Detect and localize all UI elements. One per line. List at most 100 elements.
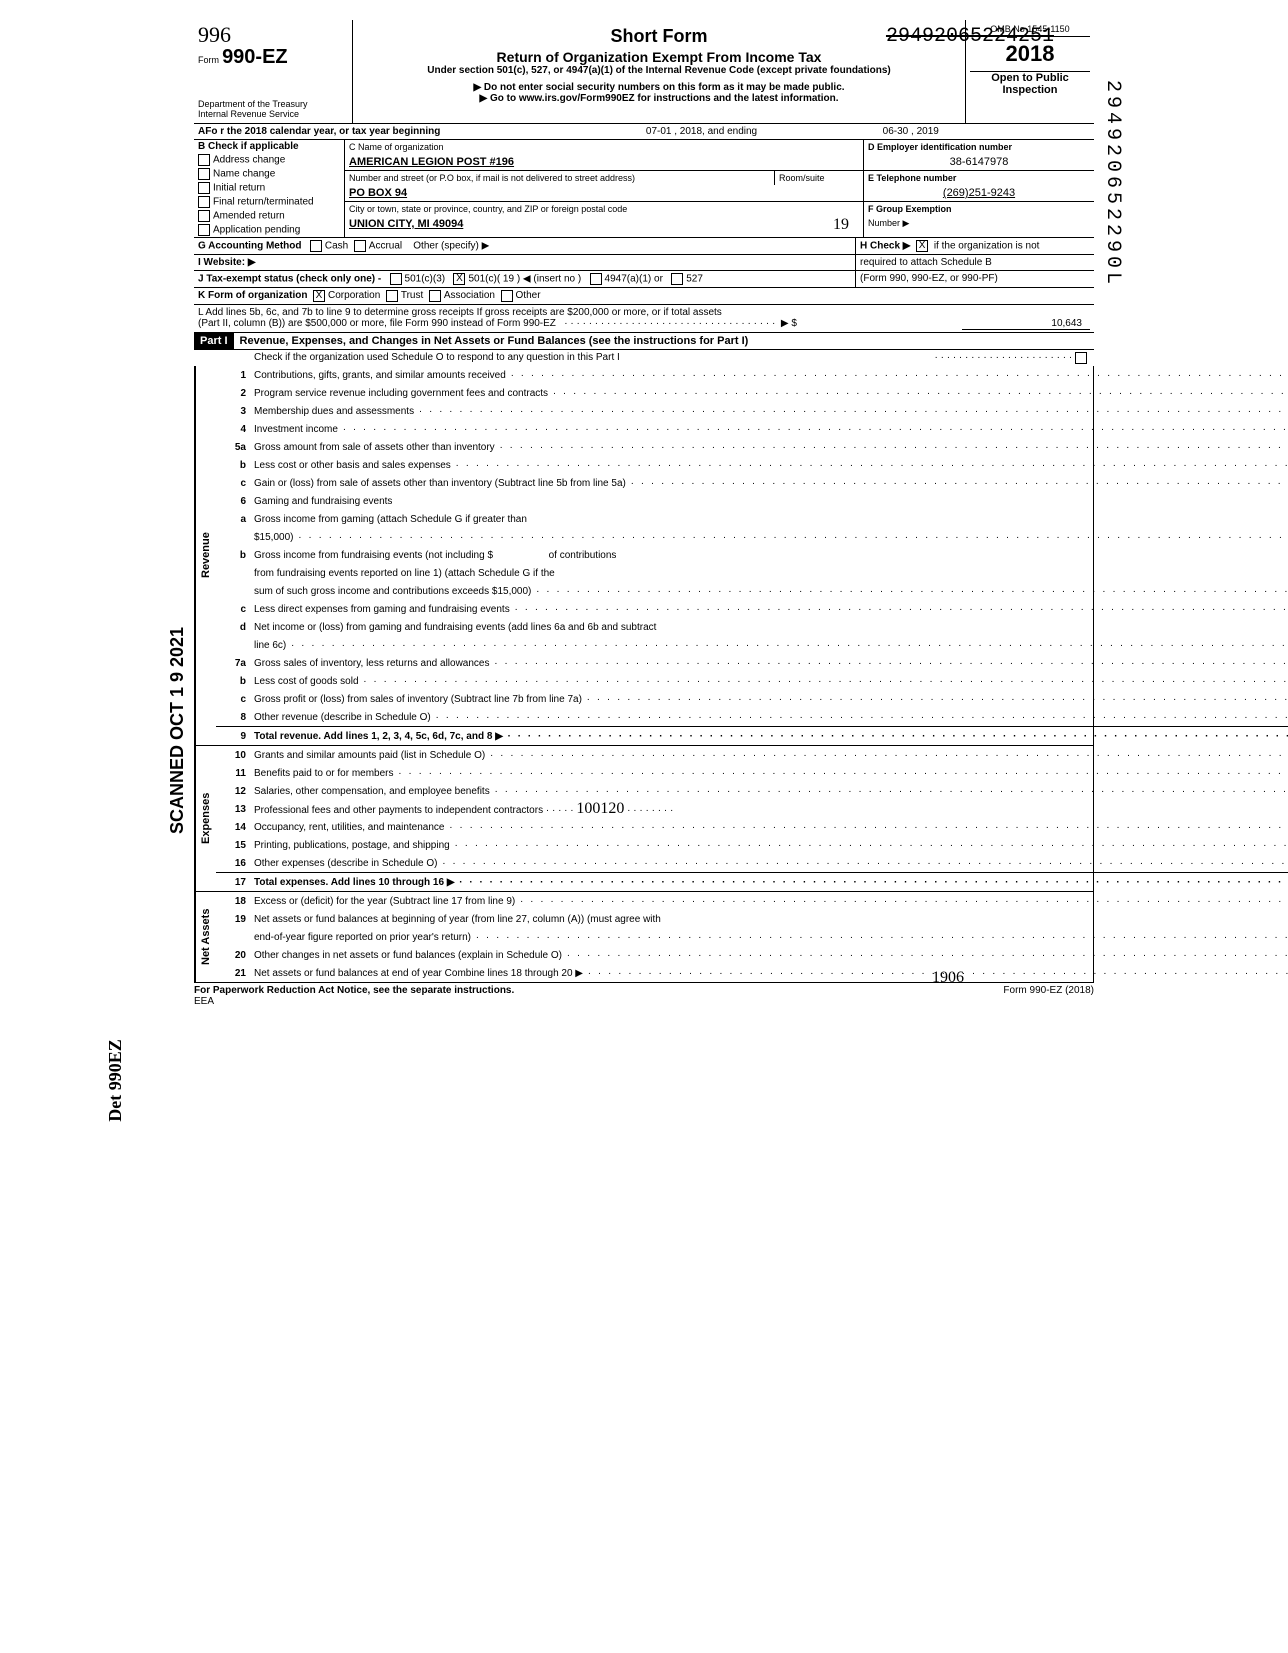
revenue-section: Revenue 1Contributions, gifts, grants, a… — [195, 366, 1093, 745]
section-b-title: B Check if applicable — [194, 140, 344, 153]
det-stamp: Det 990EZ — [105, 1039, 126, 1122]
row-j: J Tax-exempt status (check only one) - 5… — [194, 271, 1094, 288]
period-mid: , 2018, and ending — [674, 126, 757, 137]
org-info-block: B Check if applicable Address change Nam… — [194, 140, 1094, 238]
side-number: 294920652290L — [1101, 80, 1124, 288]
period-row: AFo r the 2018 calendar year, or tax yea… — [194, 124, 1094, 140]
line-9-desc: Total revenue. Add lines 1, 2, 3, 4, 5c,… — [254, 731, 1288, 742]
chk-amended[interactable]: Amended return — [194, 209, 344, 223]
form-under: Under section 501(c), 527, or 4947(a)(1)… — [363, 65, 955, 76]
chk-other[interactable] — [501, 290, 513, 302]
i-label: I Website: ▶ — [198, 257, 256, 268]
footer-right: Form 990-EZ (2018) — [1003, 985, 1094, 1007]
ein: 38-6147978 — [864, 154, 1094, 171]
hw-1906: 1906 — [932, 969, 964, 987]
line-5c-desc: Gain or (loss) from sale of assets other… — [254, 478, 1288, 489]
footer-eea: EEA — [194, 996, 214, 1007]
chk-4947[interactable] — [590, 273, 602, 285]
org-addr: PO BOX 94 — [345, 185, 863, 202]
line-17-desc: Total expenses. Add lines 10 through 16 … — [254, 877, 1288, 888]
section-c: C Name of organization AMERICAN LEGION P… — [345, 140, 863, 237]
line-7c-desc: Gross profit or (loss) from sales of inv… — [254, 694, 1288, 705]
struck-number: 29492065224251 — [886, 25, 1054, 48]
inspection: Inspection — [970, 84, 1090, 96]
period-begin: 07-01 — [646, 126, 672, 137]
line-6a-desc: Gross income from gaming (attach Schedul… — [254, 514, 1288, 525]
e-label: E Telephone number — [864, 171, 1094, 185]
scanned-stamp: SCANNED OCT 1 9 2021 — [167, 627, 188, 834]
line-8-desc: Other revenue (describe in Schedule O) — [254, 712, 1288, 723]
period-end: 06-30 — [883, 126, 909, 137]
header-left: 996 Form 990-EZ Department of the Treasu… — [194, 20, 353, 123]
chk-cash[interactable] — [310, 240, 322, 252]
line-6-desc: Gaming and fundraising events — [254, 496, 1288, 507]
chk-corp[interactable]: X — [313, 290, 325, 302]
chk-final[interactable]: Final return/terminated — [194, 195, 344, 209]
room-label: Room/suite — [774, 171, 863, 185]
chk-501c[interactable]: X — [453, 273, 465, 285]
chk-501c3[interactable] — [390, 273, 402, 285]
irs-label: Internal Revenue Service — [198, 109, 348, 119]
chk-address[interactable]: Address change — [194, 153, 344, 167]
header-center: Short Form Return of Organization Exempt… — [353, 20, 965, 123]
line-6b-desc: Gross income from fundraising events (no… — [254, 550, 1288, 561]
l-value: 10,643 — [962, 318, 1090, 330]
g-label: G Accounting Method — [198, 241, 302, 252]
chk-name[interactable]: Name change — [194, 167, 344, 181]
c-label: C Name of organization — [345, 140, 863, 154]
line-7a-desc: Gross sales of inventory, less returns a… — [254, 658, 1288, 669]
period-endyear: , 2019 — [911, 126, 939, 137]
j-label: J Tax-exempt status (check only one) - — [198, 274, 381, 285]
chk-pending[interactable]: Application pending — [194, 223, 344, 237]
line-2-desc: Program service revenue including govern… — [254, 388, 1288, 399]
line-4-desc: Investment income — [254, 424, 1288, 435]
chk-initial[interactable]: Initial return — [194, 181, 344, 195]
section-d: D Employer identification number 38-6147… — [863, 140, 1094, 237]
expenses-section: Expenses 10Grants and similar amounts pa… — [195, 745, 1093, 891]
form-warn: Do not enter social security numbers on … — [363, 82, 955, 93]
l-text1: L Add lines 5b, 6c, and 7b to line 9 to … — [198, 307, 1090, 318]
h-text2: required to attach Schedule B — [860, 257, 992, 268]
side-netassets: Net Assets — [195, 892, 216, 982]
line-7b-desc: Less cost of goods sold — [254, 676, 1288, 687]
dept-label: Department of the Treasury — [198, 99, 348, 109]
side-expenses: Expenses — [195, 746, 216, 891]
phone: (269)251-9243 — [864, 185, 1094, 202]
line-12-desc: Salaries, other compensation, and employ… — [254, 786, 1288, 797]
h-text: if the organization is not — [934, 241, 1040, 252]
form-goto: Go to www.irs.gov/Form990EZ for instruct… — [363, 93, 955, 104]
line-20-desc: Other changes in net assets or fund bala… — [254, 950, 1288, 961]
h-text3: (Form 990, 990-EZ, or 990-PF) — [860, 273, 998, 284]
f-label: F Group Exemption — [864, 202, 1094, 216]
line-1-desc: Contributions, gifts, grants, and simila… — [254, 370, 1288, 381]
side-revenue: Revenue — [195, 366, 216, 745]
part1-header-row: Part I Revenue, Expenses, and Changes in… — [194, 332, 1094, 349]
addr-label: Number and street (or P.O box, if mail i… — [345, 171, 774, 185]
line-10-desc: Grants and similar amounts paid (list in… — [254, 750, 1288, 761]
form-subtitle: Return of Organization Exempt From Incom… — [363, 49, 955, 65]
chk-accrual[interactable] — [354, 240, 366, 252]
line-16-desc: Other expenses (describe in Schedule O) — [254, 858, 1288, 869]
l-text2: (Part II, column (B)) are $500,000 or mo… — [198, 318, 556, 329]
chk-527[interactable] — [671, 273, 683, 285]
line-15-desc: Printing, publications, postage, and shi… — [254, 840, 1288, 851]
line-5b-desc: Less cost or other basis and sales expen… — [254, 460, 1288, 471]
h-label: H Check ▶ — [860, 241, 910, 252]
hw-19: 19 — [833, 216, 863, 234]
org-name: AMERICAN LEGION POST #196 — [345, 154, 863, 171]
open-public: Open to Public — [970, 72, 1090, 84]
line-21-desc: Net assets or fund balances at end of ye… — [254, 968, 1288, 979]
line-19-desc: Net assets or fund balances at beginning… — [254, 914, 1288, 925]
short-form-title: Short Form — [363, 26, 955, 47]
chk-h[interactable]: X — [916, 240, 928, 252]
line-14-desc: Occupancy, rent, utilities, and maintena… — [254, 822, 1288, 833]
chk-schedule-o[interactable] — [1075, 352, 1087, 364]
row-l: L Add lines 5b, 6c, and 7b to line 9 to … — [194, 305, 1094, 332]
hw-996: 996 — [198, 24, 348, 46]
chk-trust[interactable] — [386, 290, 398, 302]
section-b: B Check if applicable Address change Nam… — [194, 140, 345, 237]
k-label: K Form of organization — [198, 290, 307, 302]
line-3-desc: Membership dues and assessments — [254, 406, 1288, 417]
form-page: 29492065224251 294920652290L SCANNED OCT… — [194, 20, 1094, 1007]
chk-assoc[interactable] — [429, 290, 441, 302]
